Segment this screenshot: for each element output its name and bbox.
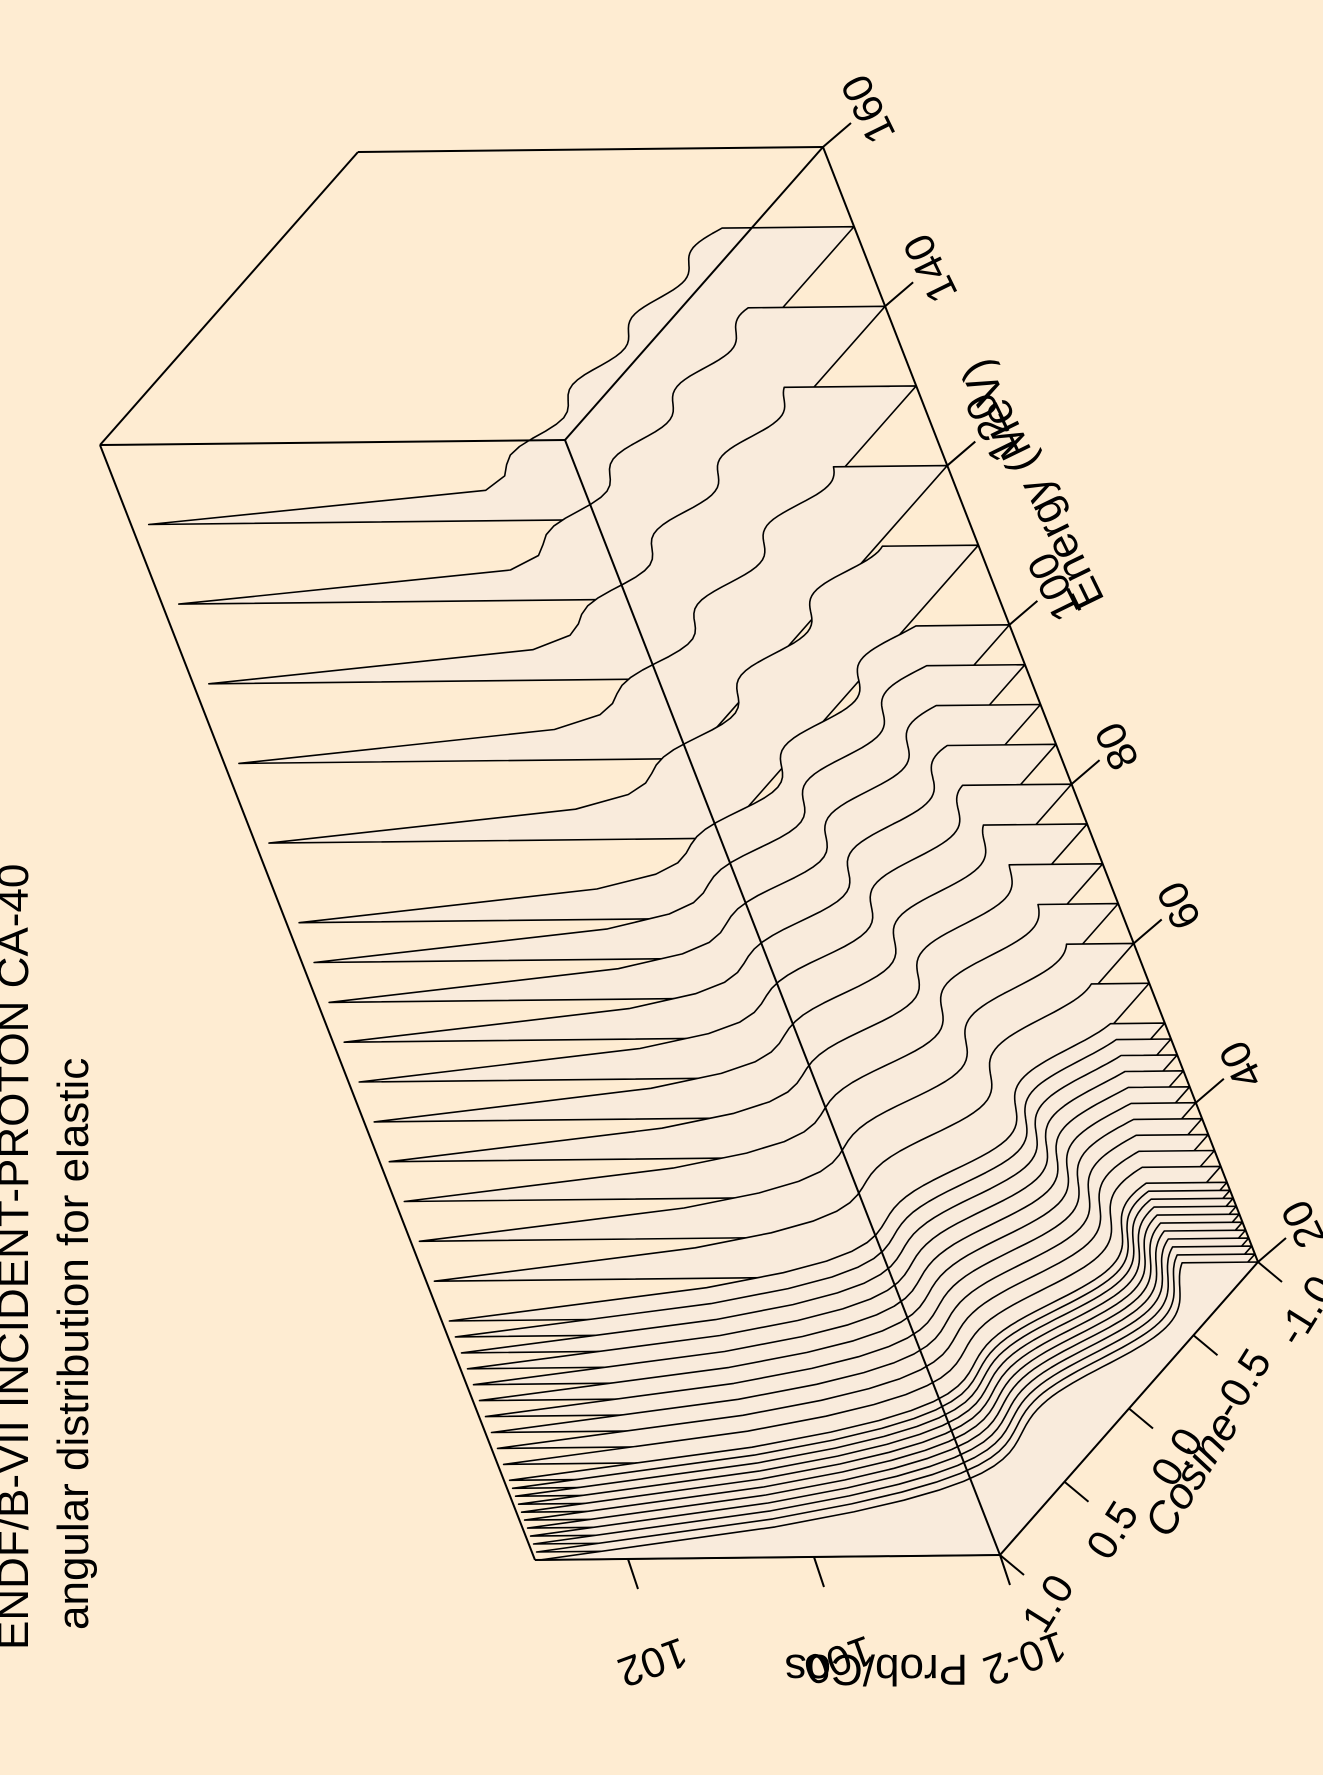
- cosine-tick: [1257, 1261, 1283, 1283]
- prob-tick: [999, 1554, 1011, 1586]
- surface-trace: [147, 225, 855, 526]
- frame-edge: [99, 151, 359, 446]
- surface-trace: [178, 305, 886, 605]
- chart-title-line-1: ENDF/B-VII INCIDENT-PROTON CA-40: [0, 864, 38, 1650]
- energy-tick-label: 160: [831, 68, 904, 152]
- surface-traces: [147, 225, 1259, 1561]
- prob-tick-label: 102: [612, 1629, 694, 1697]
- prob-tick: [627, 1558, 639, 1590]
- energy-tick: [1070, 759, 1101, 785]
- surface-trace: [433, 982, 1151, 1282]
- chart-title-line-2: angular distribution for elastic: [49, 1058, 98, 1630]
- energy-tick-label: 80: [1085, 715, 1148, 778]
- energy-tick: [1257, 1237, 1287, 1263]
- frame-edge: [564, 439, 1001, 1556]
- frame-edge: [822, 146, 1259, 1263]
- cosine-tick: [1128, 1407, 1154, 1430]
- cosine-tick-label: 0.5: [1077, 1493, 1148, 1567]
- frame-edge: [357, 146, 824, 153]
- energy-tick: [822, 122, 852, 148]
- prob-tick-label: 10-2: [977, 1622, 1072, 1695]
- prob-axis-label: Prob/Cos: [785, 1645, 968, 1694]
- frame-edge: [564, 146, 824, 441]
- cosine-tick: [1192, 1334, 1219, 1357]
- surface-trace: [208, 385, 918, 685]
- energy-tick: [884, 281, 914, 308]
- energy-tick-label: 60: [1147, 874, 1210, 937]
- frame-edge: [534, 1554, 1001, 1561]
- frame-edge: [99, 439, 566, 446]
- energy-tick: [1133, 918, 1163, 945]
- surface-trace: [538, 1261, 1259, 1561]
- surface-trace: [238, 464, 949, 765]
- cosine-tick-label: -1.0: [1267, 1267, 1323, 1353]
- energy-tick-label: 140: [894, 227, 967, 311]
- prob-tick: [813, 1556, 825, 1588]
- cosine-tick: [1063, 1480, 1090, 1503]
- energy-tick: [1195, 1077, 1225, 1104]
- energy-tick-label: 20: [1272, 1193, 1323, 1256]
- cosine-tick: [999, 1554, 1025, 1576]
- energy-tick-label: 40: [1209, 1034, 1272, 1097]
- energy-tick: [946, 440, 976, 467]
- frame-edge: [99, 444, 536, 1561]
- energy-tick: [1008, 600, 1039, 626]
- surface-trace: [268, 544, 980, 844]
